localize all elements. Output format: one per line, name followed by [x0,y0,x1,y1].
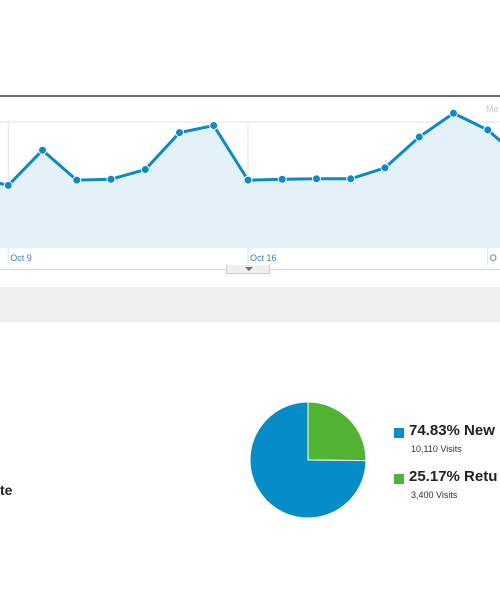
data-point-6 [175,128,184,138]
legend-item-returning: 25.17% Retu 3,400 Visits [394,468,500,504]
legend-returning-visits: 3,400 Visits [411,490,458,500]
data-point-8 [243,175,253,185]
data-point-5 [140,165,150,175]
data-point-10 [312,174,321,184]
legend-returning-name: Retu [464,468,498,485]
legend-returning-label: 25.17% Retu [409,468,497,485]
legend-new-percent: 74.83% [409,422,460,439]
visitor-type-pie-chart [249,401,367,519]
summary-strip [0,287,500,322]
legend-item-new: 74.83% New 10,110 Visits [394,422,500,458]
x-tick-label-1: Oct 16 [250,253,277,263]
series-line [0,111,500,187]
legend-new-visits: 10,110 Visits [411,444,462,454]
legend-new-name: New [464,422,495,439]
data-point-11 [346,174,356,184]
data-point-15 [483,125,493,135]
chevron-down-icon [245,267,253,271]
data-point-4 [106,174,116,184]
visits-line-chart: Oct 9 Oct 16 O Me [0,104,500,265]
pie-slice-new [249,401,367,519]
legend-new-label: 74.83% New [409,422,495,439]
metric-label: Me [486,104,499,114]
data-point-2 [38,145,47,155]
visits-line-chart-panel: Oct 9 Oct 16 O Me [0,95,500,270]
data-point-1 [3,180,13,190]
data-point-13 [414,132,424,142]
truncated-left-label: te [0,482,13,498]
data-point-3 [72,175,82,185]
x-tick-label-2: O [490,253,497,263]
data-point-14 [449,108,458,118]
legend-swatch-returning [394,474,404,484]
data-point-12 [380,163,390,173]
data-point-9 [277,174,287,184]
data-point-7 [209,121,219,131]
x-tick-label-0: Oct 9 [10,253,32,263]
collapse-chart-handle[interactable] [226,265,270,274]
pie-slice-returning [307,401,367,462]
legend-swatch-new [394,428,404,438]
legend-returning-percent: 25.17% [409,468,460,485]
